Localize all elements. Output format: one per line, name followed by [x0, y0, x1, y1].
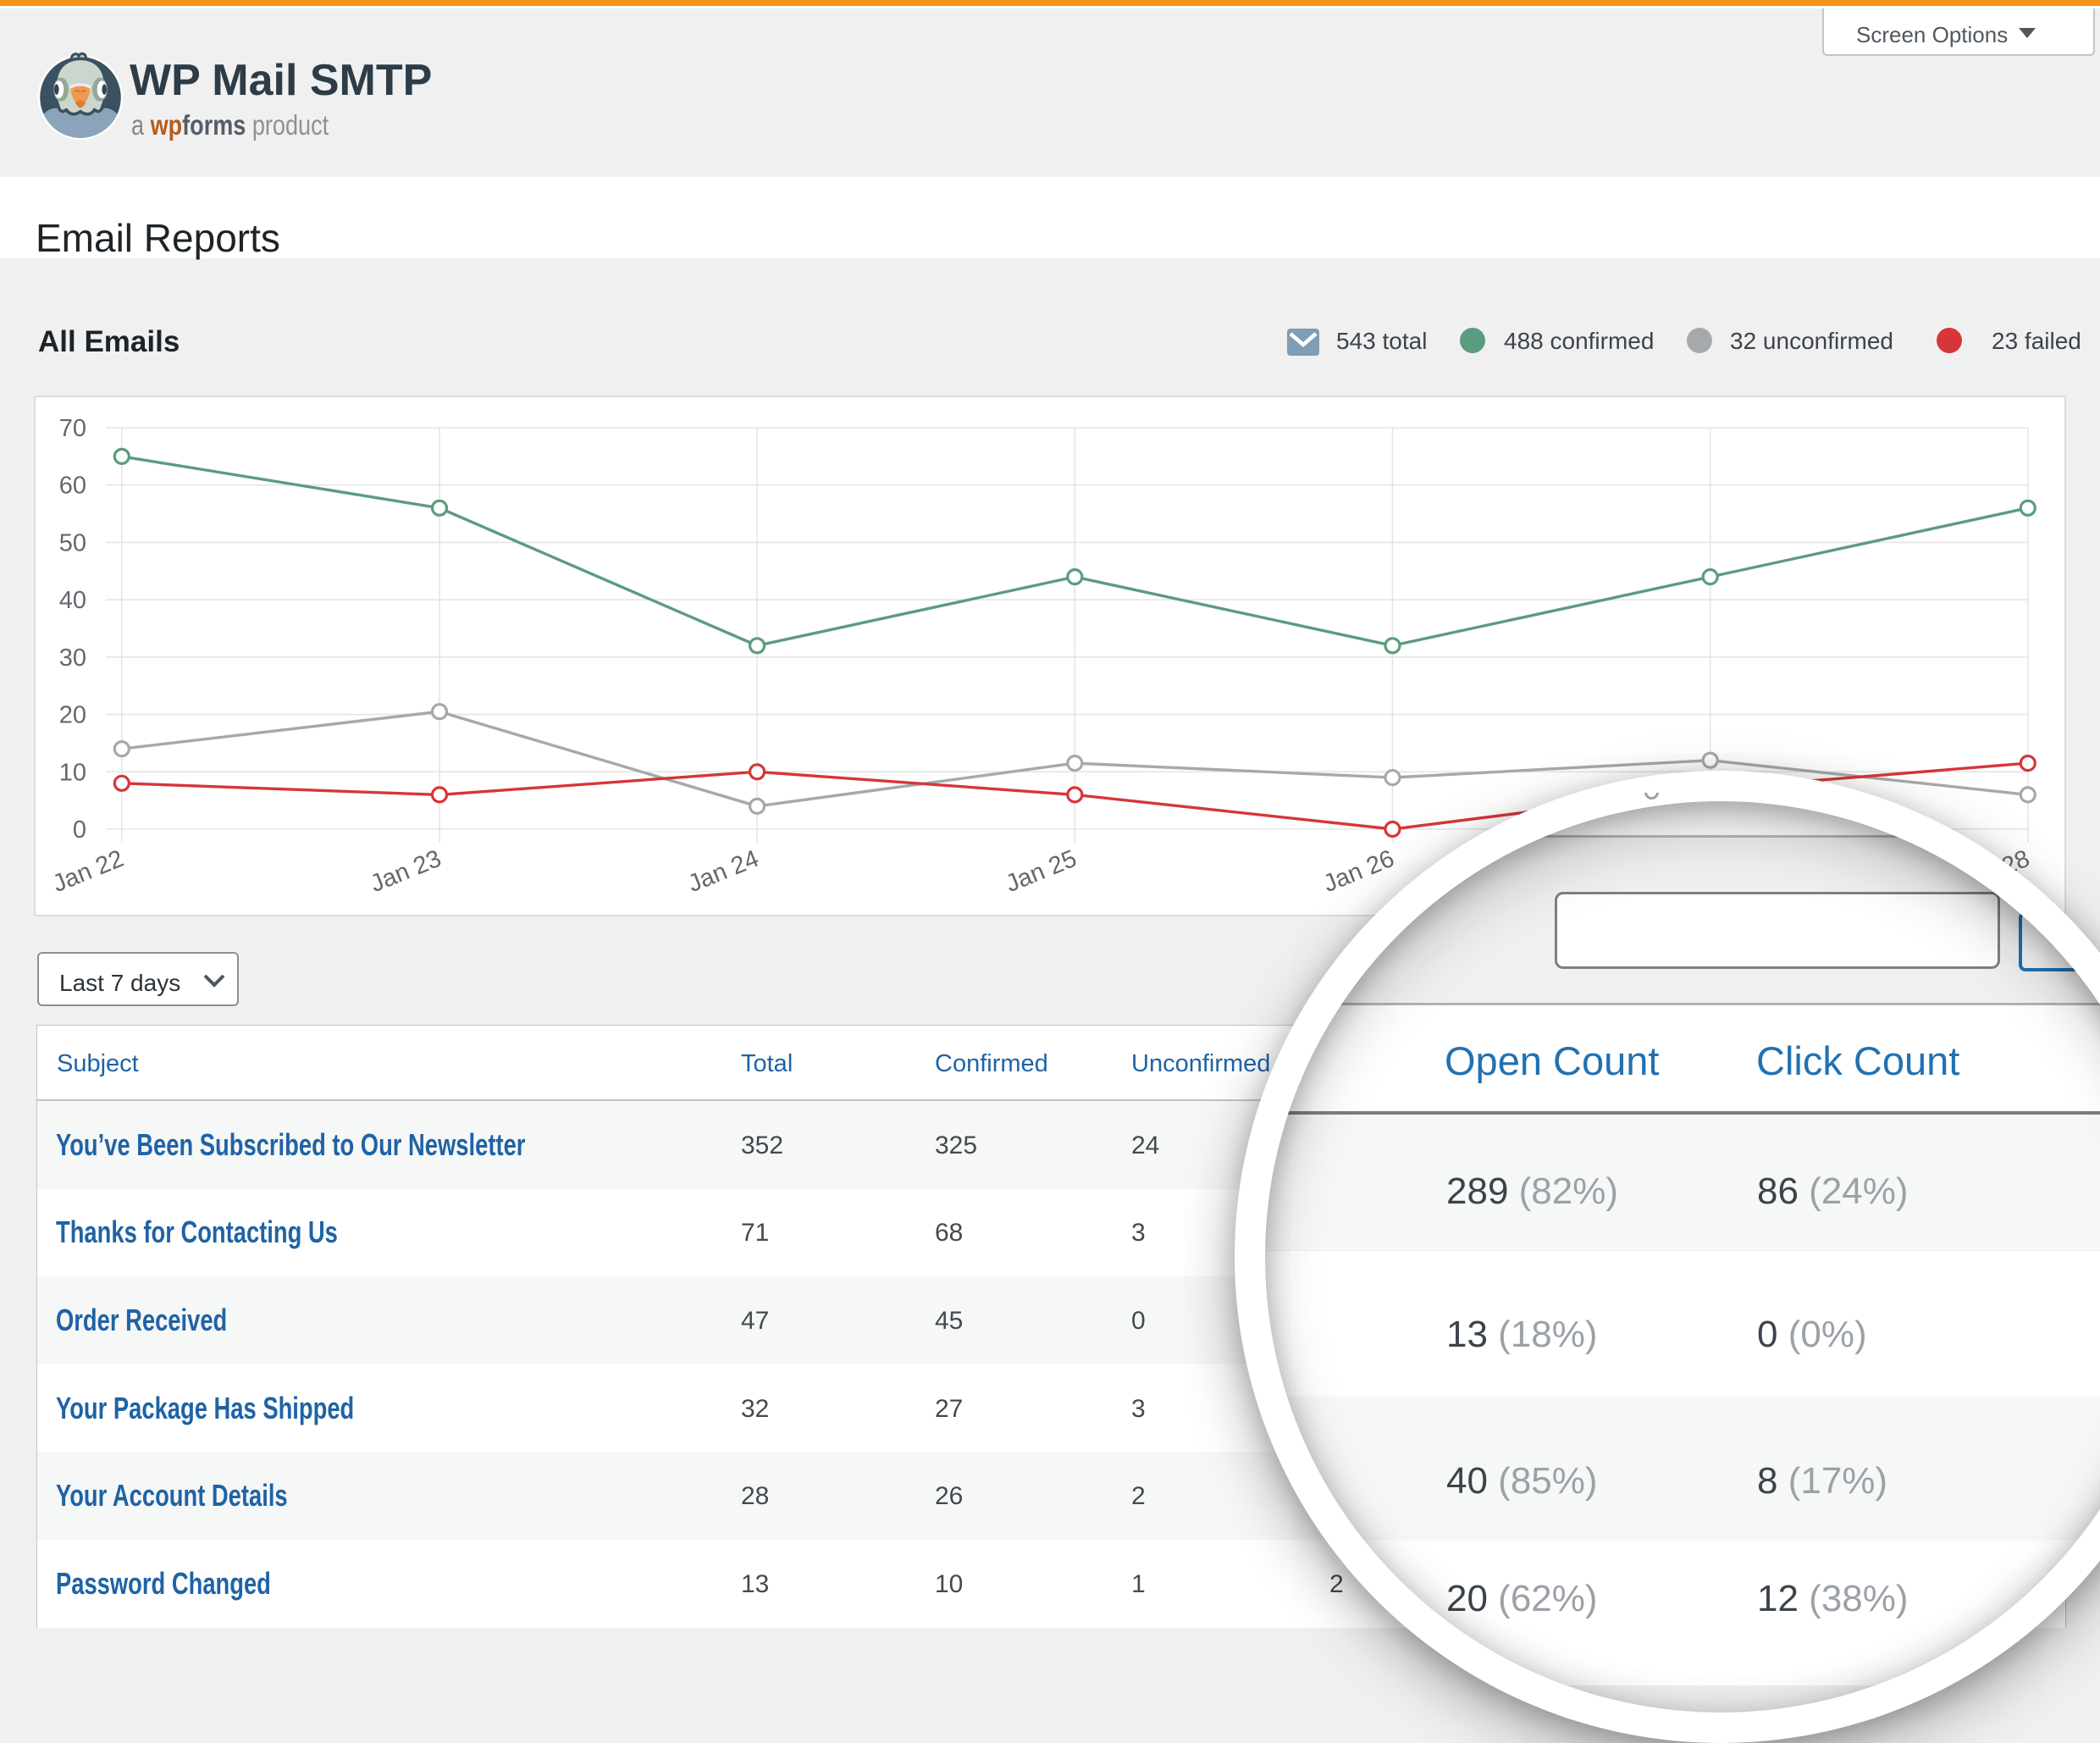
- svg-text:50: 50: [59, 529, 86, 556]
- svg-text:Jan 23: Jan 23: [367, 845, 445, 898]
- svg-text:0: 0: [73, 816, 86, 844]
- svg-text:Jan 24: Jan 24: [684, 845, 763, 898]
- svg-text:Jan 25: Jan 25: [1002, 845, 1080, 898]
- svg-text:10: 10: [59, 759, 86, 786]
- svg-text:60: 60: [59, 473, 86, 500]
- svg-text:30: 30: [59, 645, 86, 672]
- svg-text:Jan 26: Jan 26: [1319, 845, 1398, 898]
- svg-text:70: 70: [59, 415, 86, 442]
- svg-text:Jan 22: Jan 22: [49, 845, 128, 898]
- svg-text:20: 20: [59, 702, 86, 729]
- svg-text:40: 40: [59, 587, 86, 614]
